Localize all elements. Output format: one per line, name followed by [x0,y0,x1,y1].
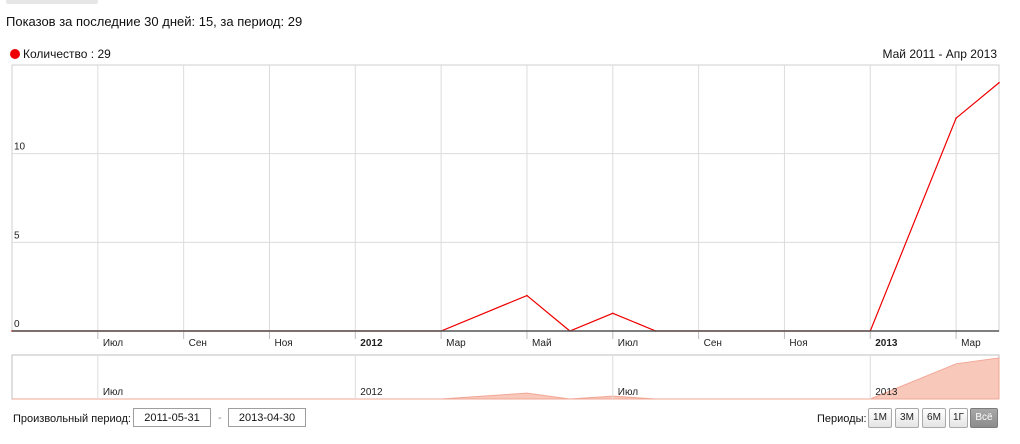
x-tick-label: Июл [618,338,638,349]
navigator-tick-label: 2012 [360,387,383,398]
period-button-6m[interactable]: 6М [922,408,946,428]
navigator-series-area [12,357,1000,400]
x-tick-label: 2013 [875,338,898,349]
x-axis: 0 5 10 Июл Сен Ноя 2012 Мар Май Июл Сен Ноя 2013 Мар [12,142,999,349]
date-separator: - [218,412,222,424]
x-tick-label: Сен [189,338,207,349]
navigator-tick-label: Июл [618,387,638,398]
period-button-all[interactable]: Всё [970,408,998,428]
series-line-kolichestvo [12,82,1000,332]
legend-marker [10,49,20,59]
x-tick-label: Июл [103,338,123,349]
x-tick-label: Ноя [789,338,807,349]
top-tab[interactable] [6,0,98,4]
period-button-3m[interactable]: 3М [895,408,919,428]
x-tick-label: Мар [446,338,466,349]
y-tick-label: 10 [14,142,26,153]
x-tick-label: 2012 [360,338,383,349]
series-point [998,81,1000,84]
series-point [955,117,957,119]
navigator-frame [11,354,1000,400]
y-tick-label: 5 [14,230,20,241]
custom-period-label: Произвольный период: [13,413,131,425]
series-point [526,294,528,297]
navigator: Июл 2012 Июл 2013 [11,354,1000,400]
x-tick-label: Май [532,338,552,349]
period-controls: Произвольный период: - Периоды: 1М 3М 6М… [0,407,1020,431]
plot-frame [11,64,1000,332]
periods-label: Периоды: [817,413,867,425]
series-point [611,312,614,315]
period-button-1y[interactable]: 1Г [949,408,968,428]
y-tick-label: 0 [14,319,20,330]
grid-lines [11,64,1000,332]
period-button-1m[interactable]: 1М [868,408,892,428]
plot-area [11,81,1000,332]
x-tick-label: Ноя [274,338,292,349]
date-range-label: Май 2011 - Апр 2013 [882,47,997,61]
x-tick-label: Сен [704,338,722,349]
date-from-input[interactable] [133,408,211,427]
navigator-tick-label: 2013 [875,387,898,398]
legend-label: Количество : 29 [23,47,111,61]
x-tick-label: Мар [961,338,981,349]
legend: Количество : 29 [10,47,111,61]
navigator-tick-label: Июл [103,387,123,398]
views-summary: Показов за последние 30 дней: 15, за пер… [6,14,303,29]
date-to-input[interactable] [228,408,306,427]
